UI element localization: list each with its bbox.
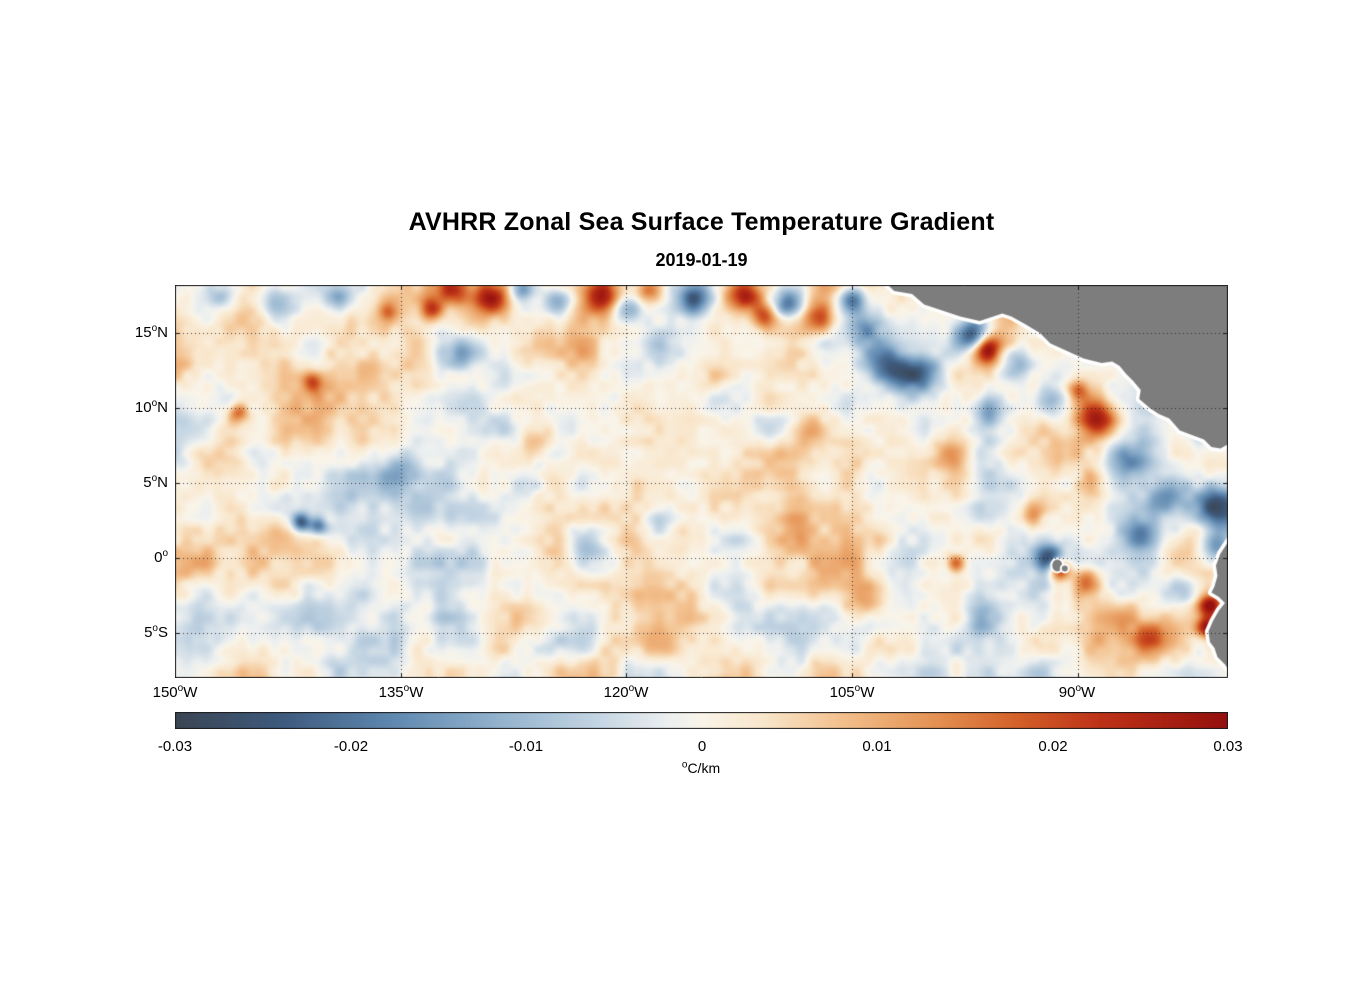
x-tick-90w: 90oW [1032,684,1122,702]
y-tick-5s: 5oS [98,624,168,642]
colorbar-tick-zero: 0 [697,738,707,755]
y-tick-10n: 10oN [98,399,168,417]
degree-mark: o [854,683,861,694]
tick-num: 5 [143,474,152,491]
tick-num: 135 [378,684,404,701]
tick-suffix: N [157,474,168,491]
tick-num: 105 [829,684,855,701]
tick-num: 15 [134,324,152,341]
tick-num: 120 [603,684,629,701]
degree-mark: o [151,473,158,484]
colorbar-tick-003: 0.03 [1213,738,1243,755]
y-tick-5n: 5oN [98,474,168,492]
tick-num: 0 [154,549,163,566]
x-tick-105w: 105oW [807,684,897,702]
degree-mark: o [681,759,688,771]
tick-num: 90 [1058,684,1076,701]
colorbar [175,712,1228,729]
degree-mark: o [628,683,635,694]
unit-text: C/km [687,760,721,776]
tick-suffix: N [157,324,168,341]
degree-mark: o [177,683,184,694]
x-tick-150w: 150oW [130,684,220,702]
tick-suffix: W [860,684,875,701]
tick-suffix: W [409,684,424,701]
tick-num: 5 [144,624,153,641]
degree-mark: o [1075,683,1082,694]
chart-title: AVHRR Zonal Sea Surface Temperature Grad… [408,208,995,236]
degree-mark: o [151,398,158,409]
plot-area [175,285,1228,678]
tick-num: 10 [134,399,152,416]
colorbar-tick-002: 0.02 [1038,738,1068,755]
tick-suffix: W [1081,684,1096,701]
degree-mark: o [403,683,410,694]
tick-suffix: N [157,399,168,416]
tick-suffix: W [183,684,198,701]
tick-num: 150 [152,684,178,701]
colorbar-tick-neg003: -0.03 [157,738,193,755]
colorbar-unit-label: oC/km [601,760,801,776]
degree-mark: o [162,548,168,559]
y-tick-15n: 15oN [98,324,168,342]
y-tick-0: 0o [98,549,168,567]
sst-gradient-map [175,285,1228,678]
x-tick-135w: 135oW [356,684,446,702]
degree-mark: o [151,323,158,334]
colorbar-canvas [175,712,1228,729]
x-tick-120w: 120oW [581,684,671,702]
colorbar-tick-001: 0.01 [862,738,892,755]
colorbar-tick-neg002: -0.02 [333,738,369,755]
tick-suffix: S [157,624,168,641]
chart-date-subtitle: 2019-01-19 [655,250,748,270]
colorbar-tick-neg001: -0.01 [508,738,544,755]
degree-mark: o [152,623,158,634]
tick-suffix: W [634,684,649,701]
